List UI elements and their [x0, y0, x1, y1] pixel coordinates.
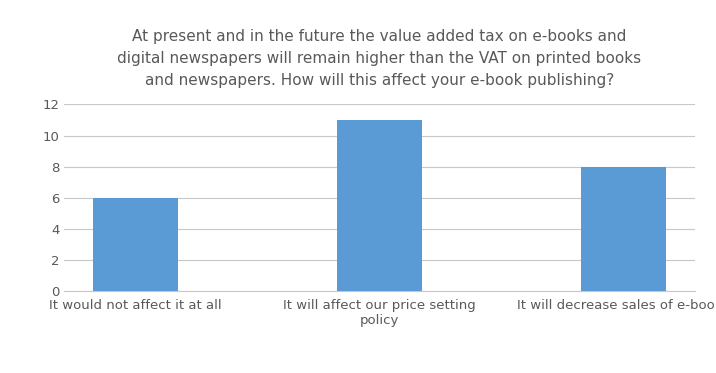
Bar [581, 167, 666, 291]
Bar [337, 120, 422, 291]
Title: At present and in the future the value added tax on e-books and
digital newspape: At present and in the future the value a… [117, 29, 642, 88]
Bar [93, 198, 178, 291]
